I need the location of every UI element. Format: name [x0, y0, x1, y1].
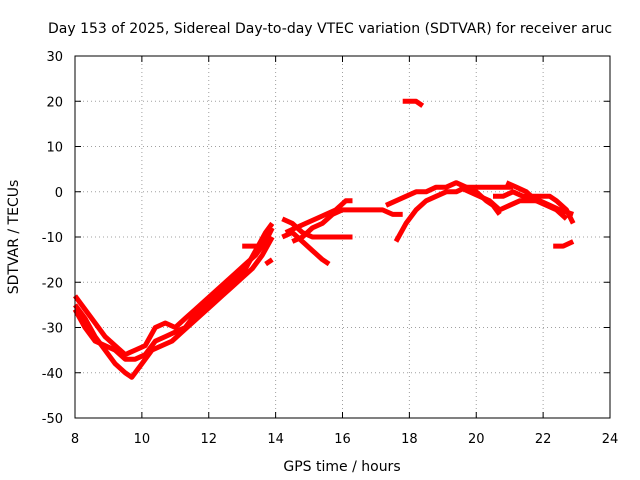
y-tick-label: -10	[42, 231, 63, 246]
series-track-2	[72, 235, 275, 380]
y-tick-label: -40	[42, 367, 63, 382]
y-axis-ticks: -50 -40 -30 -20 -10 0 10 20 30	[42, 50, 610, 427]
series-track-7	[291, 207, 403, 244]
series-track-12	[505, 180, 569, 221]
series-track-16	[553, 239, 575, 249]
y-tick-label: -30	[42, 322, 63, 337]
series-track-14	[264, 257, 274, 267]
series-track-15	[402, 98, 425, 108]
x-tick-label: 24	[602, 432, 619, 447]
y-tick-label: 20	[46, 95, 63, 110]
x-tick-label: 12	[200, 432, 217, 447]
series-track-11	[493, 189, 576, 225]
series-track-3	[72, 221, 275, 362]
x-axis-label: GPS time / hours	[283, 459, 400, 475]
x-tick-label: 22	[535, 432, 552, 447]
y-tick-label: -20	[42, 276, 63, 291]
chart-title: Day 153 of 2025, Sidereal Day-to-day VTE…	[48, 21, 612, 37]
y-axis-label: SDTVAR / TECUs	[6, 180, 22, 295]
x-tick-label: 8	[71, 432, 79, 447]
series-track-5	[281, 216, 353, 240]
series-track-1	[72, 226, 275, 358]
x-tick-label: 10	[134, 432, 151, 447]
series-layer	[72, 98, 576, 380]
series-track-4	[281, 230, 331, 267]
y-tick-label: 0	[55, 186, 63, 201]
series-track-6	[284, 198, 353, 235]
x-tick-label: 14	[267, 432, 284, 447]
x-tick-label: 18	[401, 432, 418, 447]
x-tick-label: 16	[334, 432, 351, 447]
x-axis-ticks: 8 10 12 14 16 18 20 22 24	[71, 56, 618, 447]
y-tick-label: 10	[46, 141, 63, 156]
y-tick-label: 30	[46, 50, 63, 65]
x-tick-label: 20	[468, 432, 485, 447]
series-track-8	[393, 184, 513, 243]
y-tick-label: -50	[42, 412, 63, 427]
